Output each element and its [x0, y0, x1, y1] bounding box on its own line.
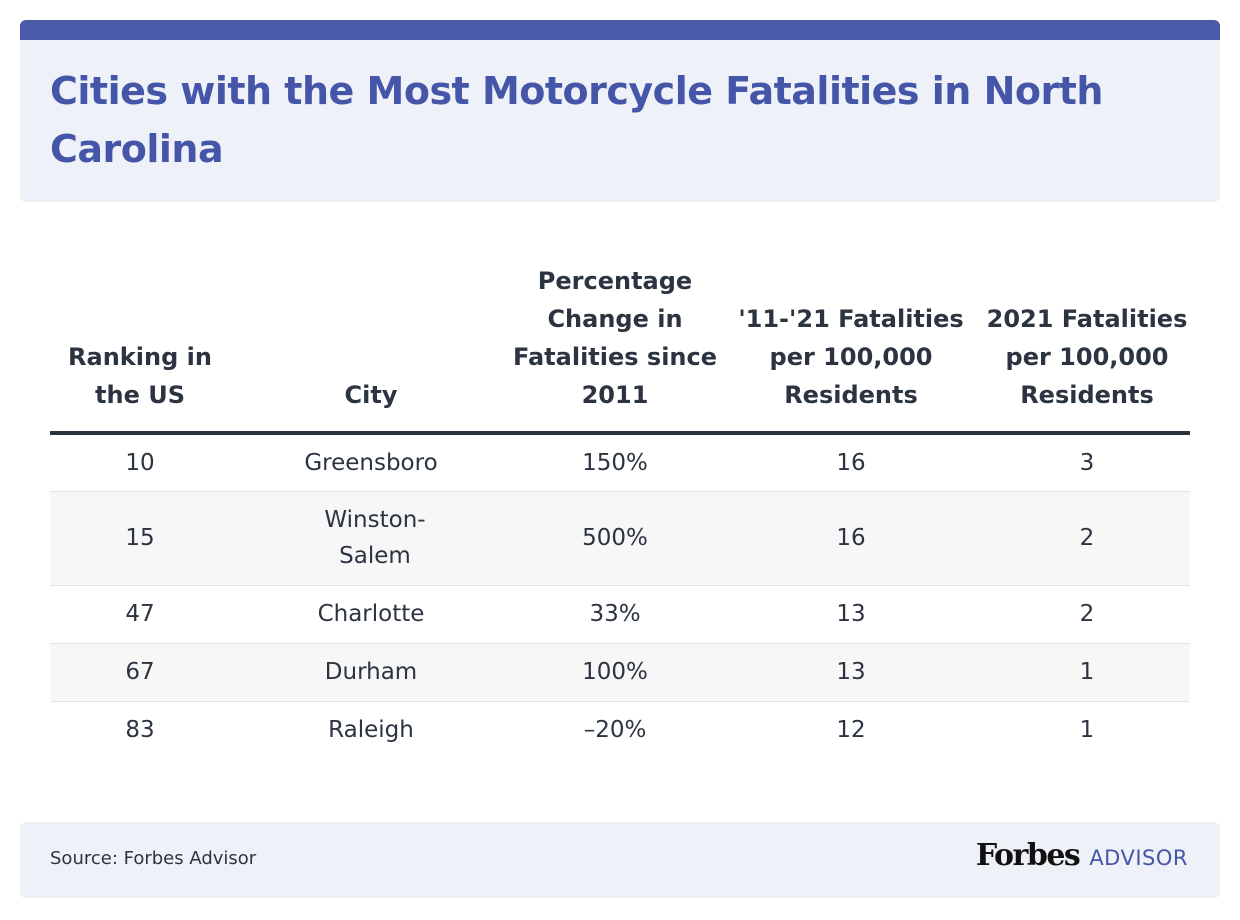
- cell-city: Winston-Salem: [230, 491, 512, 586]
- cell-fatalities-2021: 1: [984, 643, 1190, 702]
- cell-percentage-change: 500%: [512, 491, 718, 586]
- source-note: Source: Forbes Advisor: [50, 848, 257, 869]
- cell-city-text: Winston-Salem: [324, 507, 426, 569]
- logo-suffix: ADVISOR: [1089, 846, 1188, 870]
- forbes-advisor-logo: Forbes ADVISOR: [976, 838, 1188, 873]
- data-table-container: Ranking in the US City Percentage Change…: [50, 262, 1190, 759]
- cell-ranking: 47: [50, 585, 230, 644]
- cell-percentage-change: 150%: [512, 433, 718, 492]
- cell-ranking: 83: [125, 717, 155, 744]
- cell-fatalities-2021: 1: [1079, 717, 1095, 744]
- cell-percentage-change: –20%: [583, 717, 647, 744]
- cell-city: Raleigh: [328, 717, 414, 744]
- cell-fatalities-11-21: 16: [718, 433, 984, 492]
- table-header-row: Ranking in the US City Percentage Change…: [50, 262, 1190, 433]
- column-header-ranking: Ranking in the US: [68, 343, 212, 409]
- title-panel: Cities with the Most Motorcycle Fataliti…: [20, 20, 1220, 202]
- column-header-fatalities-11-21: '11-'21 Fatalities per 100,000 Residents: [738, 305, 964, 409]
- accent-bar: [20, 20, 1220, 40]
- table-row: 67 Durham 100% 13 1: [50, 643, 1190, 702]
- cell-fatalities-11-21: 16: [718, 491, 984, 586]
- logo-wordmark: Forbes: [975, 838, 1081, 873]
- cell-fatalities-2021: 3: [984, 433, 1190, 492]
- cell-fatalities-2021: 2: [984, 491, 1190, 586]
- fatalities-table: Ranking in the US City Percentage Change…: [50, 262, 1190, 759]
- cell-city: Durham: [230, 643, 512, 702]
- table-row: 47 Charlotte 33% 13 2: [50, 585, 1190, 644]
- cell-percentage-change: 33%: [512, 585, 718, 644]
- column-header-city: City: [344, 381, 398, 409]
- cell-ranking: 67: [50, 643, 230, 702]
- cell-ranking: 10: [50, 433, 230, 492]
- table-row: 10 Greensboro 150% 16 3: [50, 433, 1190, 492]
- cell-percentage-change: 100%: [512, 643, 718, 702]
- table-row: 15 Winston-Salem 500% 16 2: [50, 491, 1190, 586]
- cell-fatalities-11-21: 12: [836, 717, 866, 744]
- footer-panel: Source: Forbes Advisor Forbes ADVISOR: [20, 822, 1220, 898]
- cell-city: Charlotte: [230, 585, 512, 644]
- cell-fatalities-11-21: 13: [718, 643, 984, 702]
- cell-fatalities-11-21: 13: [718, 585, 984, 644]
- column-header-percentage-change: Percentage Change in Fatalities since 20…: [512, 267, 718, 409]
- table-row: 83 Raleigh –20% 12 1: [50, 701, 1190, 759]
- cell-ranking: 15: [50, 491, 230, 586]
- page-title: Cities with the Most Motorcycle Fataliti…: [50, 69, 1103, 171]
- cell-city: Greensboro: [230, 433, 512, 492]
- cell-fatalities-2021: 2: [984, 585, 1190, 644]
- column-header-fatalities-2021: 2021 Fatalities per 100,000 Residents: [986, 305, 1188, 409]
